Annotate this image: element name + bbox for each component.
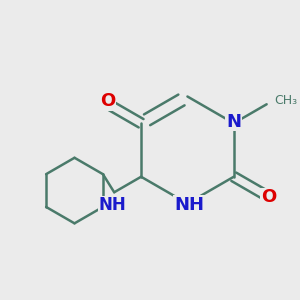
Text: N: N [226, 112, 241, 130]
Text: CH₃: CH₃ [274, 94, 297, 107]
Text: O: O [261, 188, 277, 206]
Text: NH: NH [99, 196, 126, 214]
Text: O: O [100, 92, 116, 110]
Text: NH: NH [174, 196, 204, 214]
